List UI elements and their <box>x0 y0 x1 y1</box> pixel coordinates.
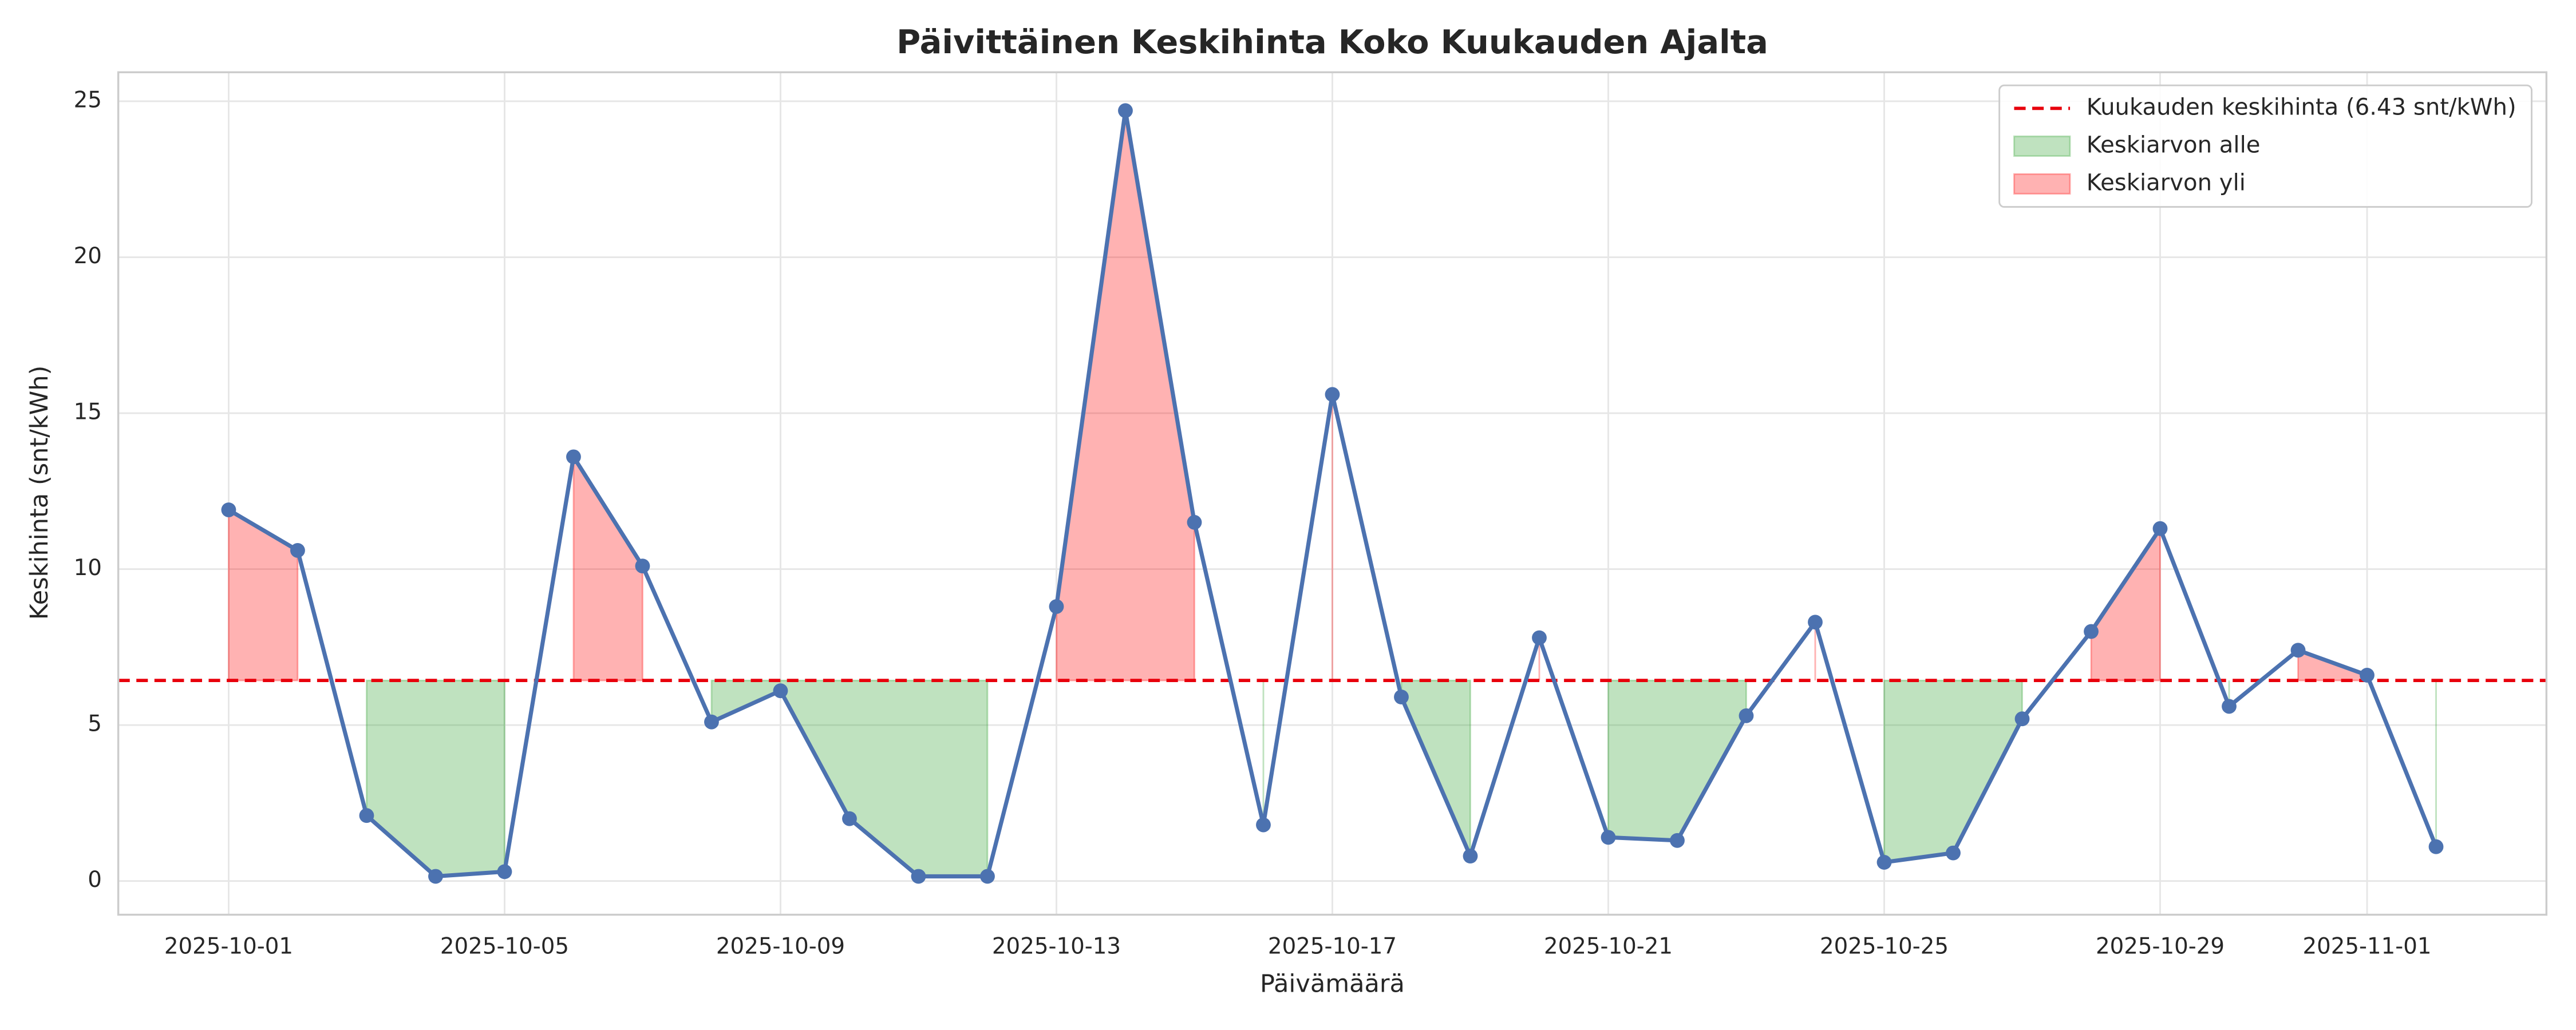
data-point <box>1670 833 1685 848</box>
y-tick-label: 25 <box>74 87 102 113</box>
data-point <box>704 714 719 730</box>
fill-below <box>1883 679 2023 863</box>
x-tick-label: 2025-10-25 <box>1820 933 1949 959</box>
data-point <box>980 869 995 884</box>
y-tick-label: 10 <box>74 555 102 581</box>
x-tick-label: 2025-10-01 <box>164 933 293 959</box>
legend-swatch <box>2013 135 2071 157</box>
data-point <box>2152 521 2168 536</box>
x-tick-label: 2025-10-09 <box>716 933 845 959</box>
data-point <box>1532 630 1547 645</box>
data-point <box>1394 690 1409 704</box>
fill-above <box>228 508 299 682</box>
data-point <box>1739 708 1754 723</box>
data-point <box>1946 845 1961 861</box>
data-point <box>1601 830 1616 845</box>
data-point <box>2290 643 2306 658</box>
data-point <box>497 864 512 880</box>
legend-box <box>1998 84 2532 208</box>
data-point <box>1049 599 1064 614</box>
data-point <box>842 811 857 826</box>
data-point <box>2222 699 2237 714</box>
legend-label: Kuukauden keskihinta (6.43 snt/kWh) <box>2087 94 2516 120</box>
x-tick-label: 2025-10-17 <box>1268 933 1397 959</box>
data-point <box>773 683 788 699</box>
data-point <box>359 808 374 823</box>
data-point <box>1325 387 1340 402</box>
x-tick-label: 2025-10-21 <box>1544 933 1673 959</box>
fill-below <box>366 679 505 877</box>
legend-label: Keskiarvon yli <box>2087 169 2246 196</box>
y-tick-label: 5 <box>88 711 102 737</box>
x-tick-label: 2025-10-13 <box>992 933 1121 959</box>
fill-below <box>1607 679 1747 842</box>
chart-title: Päivittäinen Keskihinta Koko Kuukauden A… <box>896 23 1768 61</box>
data-point <box>2428 839 2444 854</box>
data-point <box>2014 711 2030 727</box>
y-tick-label: 20 <box>74 243 102 269</box>
data-point <box>1808 615 1823 630</box>
data-point <box>290 542 305 558</box>
data-point <box>911 869 926 884</box>
data-point <box>1187 514 1202 530</box>
data-point <box>635 558 650 574</box>
data-point <box>2084 624 2099 639</box>
fill-below <box>710 679 989 877</box>
legend-swatch <box>2013 173 2071 195</box>
x-tick-label: 2025-10-29 <box>2096 933 2225 959</box>
data-point <box>566 449 581 465</box>
legend-label: Keskiarvon alle <box>2087 132 2261 158</box>
x-axis-label: Päivämäärä <box>1260 969 1405 998</box>
plot-layer <box>118 72 2547 915</box>
y-tick-label: 0 <box>88 867 102 893</box>
x-tick-label: 2025-11-01 <box>2302 933 2431 959</box>
fill-above <box>2090 526 2161 682</box>
data-point <box>428 869 443 884</box>
y-axis-label: Keskihinta (snt/kWh) <box>25 366 54 620</box>
data-point <box>1256 817 1271 833</box>
y-tick-label: 15 <box>74 399 102 425</box>
data-point <box>2360 667 2374 683</box>
plot-frame <box>117 71 2548 916</box>
data-point <box>1876 855 1892 870</box>
x-tick-label: 2025-10-05 <box>440 933 569 959</box>
data-point <box>1463 849 1478 863</box>
fill-above <box>572 454 643 682</box>
data-point <box>1118 103 1133 118</box>
data-point <box>221 502 236 517</box>
